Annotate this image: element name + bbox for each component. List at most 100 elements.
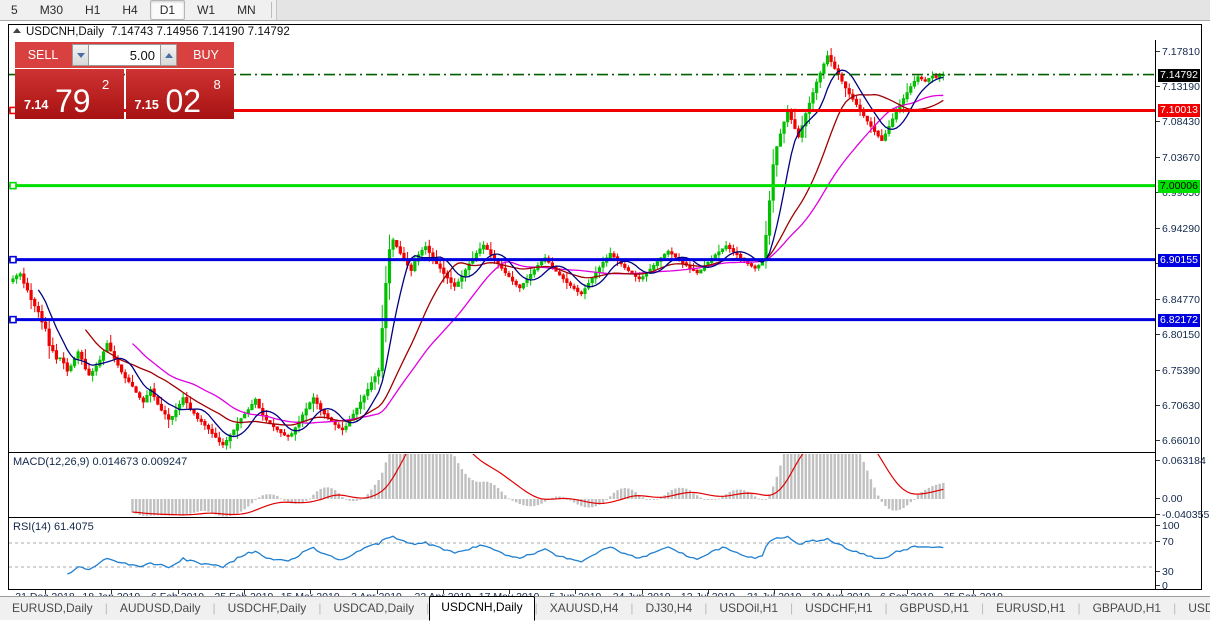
macd-bar bbox=[381, 472, 384, 499]
toolbar-empty-area bbox=[275, 0, 1210, 20]
timeframe-button-5[interactable]: 5 bbox=[11, 3, 18, 17]
chart-tab-usdcnh-daily[interactable]: USDCNH,Daily bbox=[429, 596, 535, 621]
candle-body bbox=[344, 425, 348, 430]
price-tag-red: 7.10013 bbox=[1158, 104, 1200, 118]
macd-bar bbox=[605, 499, 608, 501]
candle-body bbox=[753, 265, 757, 269]
macd-bar bbox=[844, 454, 847, 499]
candle-body bbox=[485, 245, 489, 250]
candle-body bbox=[608, 253, 612, 259]
candle-body bbox=[167, 414, 171, 420]
price-tag-blue: 6.90155 bbox=[1158, 253, 1200, 267]
chart-tab-usdchf-daily[interactable]: USDCHF,Daily bbox=[227, 601, 307, 615]
macd-bar bbox=[902, 499, 905, 509]
buy-price-box[interactable]: 7.15 02 8 bbox=[125, 69, 234, 119]
macd-bar bbox=[721, 496, 724, 499]
price-tick: 7.13190 bbox=[1156, 81, 1200, 93]
macd-bar bbox=[757, 498, 760, 500]
macd-bar bbox=[797, 454, 800, 499]
timeframe-button-mn[interactable]: MN bbox=[237, 3, 256, 17]
macd-bar bbox=[938, 483, 941, 499]
macd-bar bbox=[319, 488, 322, 499]
candle-body bbox=[909, 86, 913, 93]
candle-body bbox=[662, 253, 667, 259]
macd-bar bbox=[833, 454, 836, 499]
macd-bar bbox=[489, 482, 493, 499]
candle-body bbox=[883, 133, 888, 141]
candle-body bbox=[767, 200, 772, 236]
chart-tab-eurusd-daily[interactable]: EURUSD,Daily bbox=[12, 601, 93, 615]
candle-body bbox=[83, 358, 87, 370]
sell-button[interactable]: SELL bbox=[15, 42, 71, 68]
candle-body bbox=[481, 244, 486, 250]
macd-bar bbox=[876, 495, 880, 499]
macd-bar bbox=[344, 499, 348, 500]
candle-body bbox=[282, 432, 287, 436]
macd-bar bbox=[178, 499, 181, 516]
timeframe-button-m30[interactable]: M30 bbox=[39, 3, 64, 17]
candle-body bbox=[391, 239, 395, 250]
macd-bar bbox=[522, 499, 525, 506]
macd-bar bbox=[768, 494, 771, 499]
macd-bar bbox=[442, 454, 445, 499]
volume-increment-button[interactable] bbox=[160, 44, 177, 66]
chart-tab-gbpusd-h1[interactable]: GBPUSD,H1 bbox=[899, 601, 969, 615]
candle-body bbox=[503, 267, 507, 274]
price-tick: 6.80150 bbox=[1156, 329, 1200, 341]
volume-decrement-button[interactable] bbox=[72, 44, 89, 66]
timeframe-toolbar[interactable]: 5 M30 H1 H4 D1 W1 MN bbox=[0, 0, 1210, 21]
candle-body bbox=[40, 311, 44, 323]
macd-bar bbox=[373, 484, 377, 499]
timeframe-button-h4[interactable]: H4 bbox=[122, 3, 138, 17]
candle-body bbox=[463, 269, 468, 276]
level-anchor-handle[interactable] bbox=[9, 255, 17, 264]
date-tick bbox=[45, 590, 46, 594]
price-scale[interactable]: 7.17810 7.13190 7.08430 7.03670 6.99050 6.942… bbox=[1155, 40, 1209, 592]
macd-bar bbox=[471, 480, 474, 499]
macd-bar bbox=[420, 454, 424, 499]
macd-bar bbox=[239, 499, 243, 512]
price-pane[interactable] bbox=[9, 40, 1155, 453]
candle-body bbox=[101, 351, 106, 361]
buy-button[interactable]: BUY bbox=[178, 42, 234, 68]
candle-body bbox=[43, 321, 48, 329]
chart-tab-usdchf-h1[interactable]: USDCHF,H1 bbox=[805, 601, 873, 615]
candle-body bbox=[427, 245, 431, 253]
timeframe-button-h1[interactable]: H1 bbox=[85, 3, 101, 17]
macd-bar bbox=[438, 454, 442, 499]
candle-body bbox=[934, 75, 938, 78]
macd-bar bbox=[630, 489, 634, 499]
rsi-pane[interactable] bbox=[9, 519, 1155, 589]
macd-bar bbox=[514, 499, 518, 503]
chart-tab-eurusd-h1[interactable]: EURUSD,H1 bbox=[996, 601, 1066, 615]
chart-tab-usdjp[interactable]: USDJP bbox=[1188, 601, 1210, 615]
volume-input[interactable]: 5.00 bbox=[89, 44, 160, 66]
chart-tab-usdoil-h1[interactable]: USDOil,H1 bbox=[719, 601, 779, 615]
level-anchor-handle[interactable] bbox=[9, 181, 17, 190]
chart-tab-dj30-h4[interactable]: DJ30,H4 bbox=[645, 601, 693, 615]
macd-bar bbox=[388, 454, 391, 499]
toolbar-separator bbox=[270, 2, 272, 18]
chart-tab-xauusd-h4[interactable]: XAUUSD,H4 bbox=[549, 601, 619, 615]
candle-body bbox=[916, 76, 920, 82]
macd-bar bbox=[638, 494, 641, 499]
macd-bar bbox=[160, 499, 163, 516]
timeframe-button-d1[interactable]: D1 bbox=[149, 0, 186, 20]
macd-pane[interactable] bbox=[9, 454, 1155, 518]
volume-stepper[interactable]: 5.00 bbox=[71, 42, 178, 68]
date-tick bbox=[509, 590, 511, 594]
macd-bar bbox=[138, 499, 141, 515]
candle-body bbox=[239, 418, 243, 424]
chart-tab-bar[interactable]: EURUSD,Daily | AUDUSD,Daily | USDCHF,Daily | U… bbox=[0, 596, 1210, 621]
level-anchor-handle[interactable] bbox=[9, 315, 17, 324]
timeframe-button-w1[interactable]: W1 bbox=[197, 3, 216, 17]
collapse-triangle-icon[interactable] bbox=[13, 28, 21, 33]
chart-tab-gbpaud-h1[interactable]: GBPAUD,H1 bbox=[1092, 601, 1162, 615]
sell-price-box[interactable]: 7.14 79 2 bbox=[15, 69, 124, 119]
chart-tab-usdcad-daily[interactable]: USDCAD,Daily bbox=[333, 601, 415, 615]
price-tick: 7.03670 bbox=[1156, 153, 1200, 164]
one-click-trading-panel[interactable]: SELL 5.00 BUY 7.14 79 2 7.15 02 8 bbox=[15, 42, 234, 119]
chart-tab-audusd-daily[interactable]: AUDUSD,Daily bbox=[119, 601, 201, 615]
macd-bar bbox=[851, 454, 855, 499]
macd-bar bbox=[808, 454, 811, 499]
